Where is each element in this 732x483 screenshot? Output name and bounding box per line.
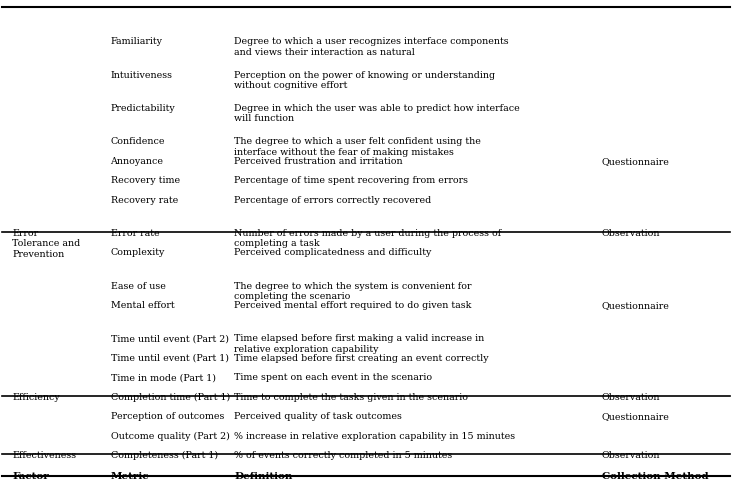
Text: Confidence: Confidence [111, 137, 165, 146]
Text: % of events correctly completed in 5 minutes: % of events correctly completed in 5 min… [234, 451, 452, 460]
Text: Error rate: Error rate [111, 229, 159, 238]
Text: Perceived frustration and irritation: Perceived frustration and irritation [234, 157, 403, 166]
Text: Degree to which a user recognizes interface components
and views their interacti: Degree to which a user recognizes interf… [234, 38, 509, 57]
Text: Intuitiveness: Intuitiveness [111, 71, 173, 80]
Text: Collection Method: Collection Method [602, 472, 709, 481]
Text: Time to complete the tasks given in the scenario: Time to complete the tasks given in the … [234, 393, 468, 402]
Text: Familiarity: Familiarity [111, 38, 163, 46]
Text: Number of errors made by a user during the process of
completing a task: Number of errors made by a user during t… [234, 229, 501, 248]
Text: Error
Tolerance and
Prevention: Error Tolerance and Prevention [12, 229, 81, 259]
Text: Observation: Observation [602, 229, 660, 238]
Text: Recovery rate: Recovery rate [111, 196, 178, 205]
Text: Time in mode (Part 1): Time in mode (Part 1) [111, 373, 215, 383]
Text: Outcome quality (Part 2): Outcome quality (Part 2) [111, 432, 229, 441]
Text: Recovery time: Recovery time [111, 176, 179, 185]
Text: Degree in which the user was able to predict how interface
will function: Degree in which the user was able to pre… [234, 104, 520, 124]
Text: Perceived mental effort required to do given task: Perceived mental effort required to do g… [234, 301, 471, 310]
Text: Completion time (Part 1): Completion time (Part 1) [111, 393, 230, 402]
Text: % increase in relative exploration capability in 15 minutes: % increase in relative exploration capab… [234, 432, 515, 440]
Text: Annoyance: Annoyance [111, 157, 163, 166]
Text: Perceived complicatedness and difficulty: Perceived complicatedness and difficulty [234, 248, 432, 257]
Text: Effectiveness: Effectiveness [12, 451, 76, 460]
Text: Completeness (Part 1): Completeness (Part 1) [111, 451, 217, 460]
Text: Questionnaire: Questionnaire [602, 157, 670, 166]
Text: Perception on the power of knowing or understanding
without cognitive effort: Perception on the power of knowing or un… [234, 71, 496, 90]
Text: Percentage of errors correctly recovered: Percentage of errors correctly recovered [234, 196, 432, 205]
Text: Efficiency: Efficiency [12, 393, 60, 402]
Text: Complexity: Complexity [111, 248, 165, 257]
Text: Definition: Definition [234, 472, 293, 481]
Text: Questionnaire: Questionnaire [602, 301, 670, 310]
Text: Predictability: Predictability [111, 104, 175, 113]
Text: The degree to which the system is convenient for
completing the scenario: The degree to which the system is conven… [234, 282, 472, 301]
Text: Time until event (Part 2): Time until event (Part 2) [111, 335, 228, 343]
Text: Time until event (Part 1): Time until event (Part 1) [111, 354, 228, 363]
Text: Factor: Factor [12, 472, 49, 481]
Text: Time elapsed before first creating an event correctly: Time elapsed before first creating an ev… [234, 354, 489, 363]
Text: Questionnaire: Questionnaire [602, 412, 670, 421]
Text: Perceived quality of task outcomes: Perceived quality of task outcomes [234, 412, 402, 421]
Text: Metric: Metric [111, 472, 149, 481]
Text: Time elapsed before first making a valid increase in
relative exploration capabi: Time elapsed before first making a valid… [234, 335, 485, 354]
Text: Observation: Observation [602, 393, 660, 402]
Text: Time spent on each event in the scenario: Time spent on each event in the scenario [234, 373, 433, 383]
Text: Mental effort: Mental effort [111, 301, 174, 310]
Text: Observation: Observation [602, 451, 660, 460]
Text: Perception of outcomes: Perception of outcomes [111, 412, 224, 421]
Text: Percentage of time spent recovering from errors: Percentage of time spent recovering from… [234, 176, 468, 185]
Text: Ease of use: Ease of use [111, 282, 165, 291]
Text: The degree to which a user felt confident using the
interface without the fear o: The degree to which a user felt confiden… [234, 137, 481, 157]
